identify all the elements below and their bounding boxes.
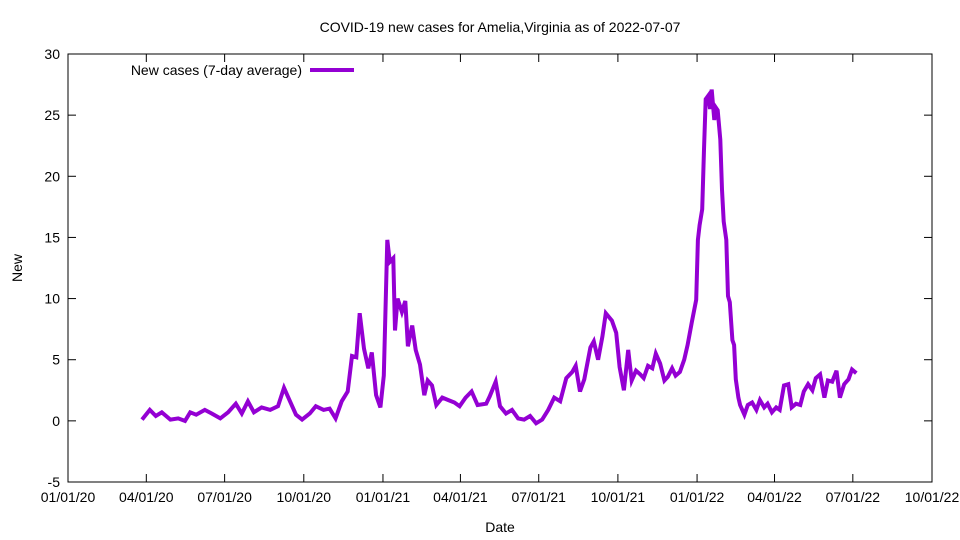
x-tick-label: 10/01/22 [905, 489, 960, 505]
x-axis-label: Date [485, 519, 515, 535]
x-tick-label: 01/01/21 [356, 489, 411, 505]
x-tick-label: 01/01/20 [41, 489, 96, 505]
series-group [140, 89, 858, 426]
y-tick-label: 30 [44, 46, 60, 62]
x-tick-label: 07/01/20 [197, 489, 252, 505]
y-tick-label: 20 [44, 168, 60, 184]
legend: New cases (7-day average) [131, 62, 354, 78]
y-tick-label: 5 [52, 352, 60, 368]
y-tick-label: 15 [44, 229, 60, 245]
series-line-new-cases [140, 89, 858, 426]
axes: -5 0 5 10 15 20 25 30 01/01/20 04/01/20 07/01/20 10… [41, 46, 960, 505]
y-tick-label: 10 [44, 291, 60, 307]
x-tick-label: 04/01/22 [747, 489, 802, 505]
x-tick-label: 07/01/22 [826, 489, 881, 505]
y-tick-label: -5 [48, 474, 61, 490]
y-tick-label: 25 [44, 107, 60, 123]
plot-border [67, 53, 933, 483]
y-tick-label: 0 [52, 413, 60, 429]
legend-label: New cases (7-day average) [131, 62, 302, 78]
x-tick-label: 10/01/20 [277, 489, 332, 505]
x-tick-label: 01/01/22 [670, 489, 725, 505]
chart-title: COVID-19 new cases for Amelia,Virginia a… [320, 19, 681, 35]
x-tick-label: 04/01/20 [119, 489, 174, 505]
y-axis-label: New [9, 253, 25, 282]
x-tick-label: 04/01/21 [433, 489, 488, 505]
x-tick-label: 10/01/21 [591, 489, 646, 505]
x-tick-label: 07/01/21 [511, 489, 566, 505]
